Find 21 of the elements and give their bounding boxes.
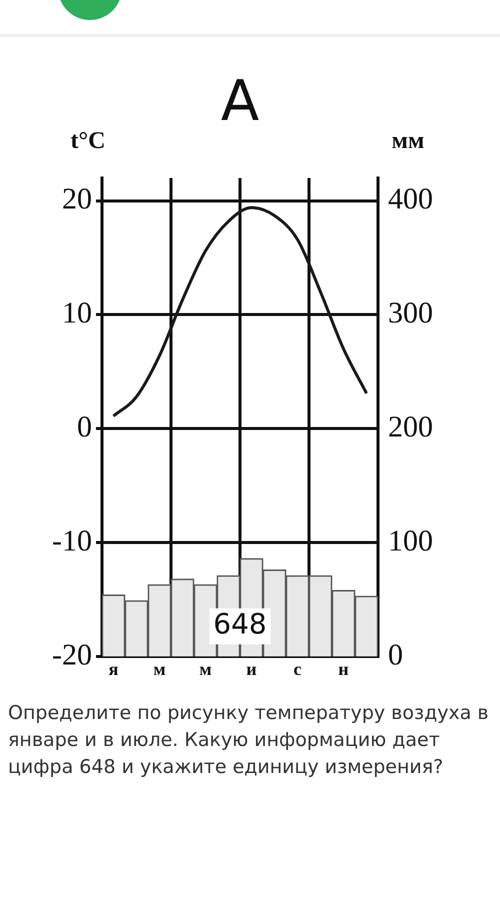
x-tick-label: я [108, 658, 119, 679]
annotation: 648 [213, 608, 267, 641]
y-tick-label: 20 [62, 182, 92, 216]
chart-title: A [220, 69, 260, 134]
y2-tick-label: 200 [388, 410, 433, 444]
x-tick-label: м [199, 658, 212, 679]
x-tick-label: м [153, 658, 166, 679]
y-tick-label: 10 [62, 296, 92, 330]
y2-axis-title: мм [392, 128, 424, 154]
x-tick-label: н [338, 658, 349, 679]
y-tick-label: -20 [52, 638, 92, 672]
y2-tick-label: 100 [388, 524, 433, 558]
y2-tick-label: 300 [388, 296, 433, 330]
text: Определите по рисунку температуру воздуха в январе и в июле. Какую информацию дает цифра 648 и укажите единицу измерения? [8, 701, 490, 780]
y2-tick-label: 400 [388, 182, 433, 216]
y-tick-label: 0 [76, 410, 92, 444]
y2-tick-label: 0 [388, 638, 403, 672]
y-tick-label: -10 [52, 524, 92, 558]
x-tick-label: и [246, 658, 257, 679]
x-tick-label: с [293, 658, 302, 679]
y-axis-title: t°C [70, 128, 106, 154]
